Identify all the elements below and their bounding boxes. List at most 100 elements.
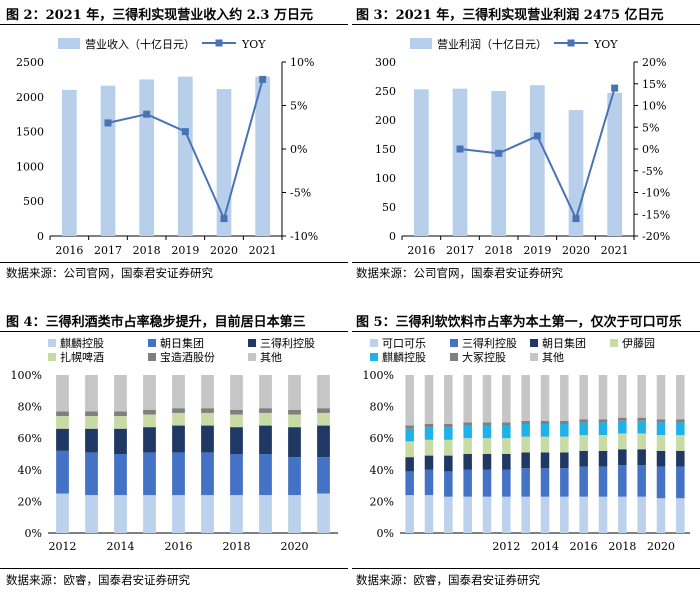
- chart-title: 图 2：2021 年，三得利实现营业收入约 2.3 万日元: [6, 8, 313, 23]
- y-tick-label: 100%: [363, 369, 394, 382]
- bar-segment: [579, 466, 588, 497]
- legend-swatch-marker: [215, 39, 223, 47]
- bar-segment: [521, 436, 530, 453]
- legend-label: 营业收入（十亿日元）: [85, 37, 195, 51]
- x-tick-label: 2018: [223, 540, 251, 553]
- bar-segment: [230, 409, 243, 415]
- bar-segment: [676, 466, 685, 499]
- bar-segment: [56, 450, 69, 494]
- y-tick-label-right: -10%: [642, 187, 670, 200]
- bar: [452, 88, 468, 237]
- bar-segment: [656, 466, 666, 499]
- bar-segment: [676, 435, 685, 451]
- x-tick-label: 2017: [446, 244, 474, 257]
- y-tick-label-right: 15%: [642, 78, 666, 91]
- bar-segment: [172, 495, 185, 533]
- y-tick-label: 0%: [377, 527, 394, 540]
- bar-segment: [521, 375, 530, 421]
- x-tick-label: 2020: [647, 540, 675, 553]
- bar-segment: [482, 454, 492, 470]
- legend-label: 麒麟控股: [60, 336, 104, 350]
- bar-segment: [85, 428, 98, 453]
- bar-segment: [540, 452, 550, 469]
- bar-segment: [201, 375, 214, 409]
- y-tick-label-right: -5%: [290, 187, 311, 200]
- bar-segment: [579, 419, 588, 423]
- y-tick-label-right: 0%: [642, 143, 659, 156]
- bar-segment: [618, 433, 627, 450]
- bar-segment: [579, 435, 588, 451]
- y-tick-label-left: 0: [37, 230, 44, 243]
- bar-segment: [463, 375, 472, 423]
- bar-segment: [288, 375, 301, 410]
- y-tick-label: 80%: [370, 401, 394, 414]
- legend-swatch: [370, 339, 378, 347]
- bar-segment: [444, 439, 453, 456]
- bar-segment: [114, 375, 127, 412]
- bar-segment: [56, 428, 69, 451]
- bar-segment: [598, 422, 608, 436]
- source-rule: [0, 568, 348, 569]
- bar-segment: [444, 496, 453, 533]
- legend-swatch: [450, 339, 458, 347]
- bar-segment: [482, 438, 492, 454]
- bar-segment: [502, 438, 511, 454]
- bar-segment: [201, 408, 214, 413]
- bar-segment: [288, 495, 301, 533]
- bar-segment: [424, 427, 434, 440]
- x-tick-label: 2016: [570, 540, 598, 553]
- chart-source: 数据来源：欧睿，国泰君安证券研究: [356, 573, 540, 587]
- bar-segment: [405, 457, 414, 472]
- legend-label: 大冢控股: [462, 350, 506, 364]
- bar-segment: [637, 449, 646, 466]
- y-tick-label: 40%: [370, 464, 394, 477]
- bar-segment: [463, 469, 472, 497]
- bar-segment: [114, 454, 127, 496]
- y-tick-label-left: 2000: [16, 91, 44, 104]
- y-tick-label-left: 100: [375, 172, 396, 185]
- bar-segment: [579, 496, 588, 533]
- bar-segment: [85, 495, 98, 533]
- legend-swatch: [610, 339, 618, 347]
- bar-segment: [540, 436, 550, 453]
- bar-segment: [463, 425, 472, 439]
- bar-segment: [259, 425, 272, 454]
- bar-segment: [288, 414, 301, 428]
- bar-segment: [56, 411, 69, 417]
- bar-segment: [521, 423, 530, 437]
- bar-segment: [230, 375, 243, 410]
- x-tick-label: 2016: [55, 244, 83, 257]
- bar-segment: [317, 425, 330, 458]
- bar-segment: [259, 495, 272, 533]
- title-rule: [0, 331, 348, 332]
- bar-segment: [143, 409, 156, 415]
- legend-swatch: [370, 353, 378, 361]
- yoy-point: [456, 145, 464, 153]
- bar-segment: [676, 498, 685, 533]
- y-tick-label: 40%: [18, 464, 42, 477]
- bar-segment: [579, 375, 588, 420]
- bar-segment: [482, 496, 492, 533]
- legend-swatch: [48, 339, 56, 347]
- bar-segment: [618, 496, 627, 533]
- x-tick-label: 2016: [165, 540, 193, 553]
- x-tick-label: 2020: [562, 244, 590, 257]
- y-tick-label: 100%: [11, 369, 42, 382]
- y-tick-label: 80%: [18, 401, 42, 414]
- legend-label: 麒麟控股: [382, 350, 426, 364]
- y-tick-label-left: 200: [375, 114, 396, 127]
- bar-segment: [424, 495, 434, 533]
- legend-swatch: [248, 339, 256, 347]
- bar-segment: [598, 450, 608, 467]
- bar-segment: [405, 425, 414, 429]
- chart-source: 数据来源：公司官网，国泰君安证券研究: [6, 266, 213, 280]
- chart-fig4: 0% 20% 40% 60% 80% 100% 2012 2014 2016 2018 2020 麒麟…: [11, 336, 338, 553]
- bar-segment: [405, 375, 414, 426]
- bar-segment: [656, 419, 666, 423]
- title-rule: [352, 24, 700, 25]
- y-tick-label-right: -15%: [642, 208, 670, 221]
- bar-segment: [618, 420, 627, 434]
- y-tick-label-right: -5%: [642, 165, 663, 178]
- legend-label: 扎幌啤酒: [60, 350, 104, 364]
- legend-swatch: [48, 353, 56, 361]
